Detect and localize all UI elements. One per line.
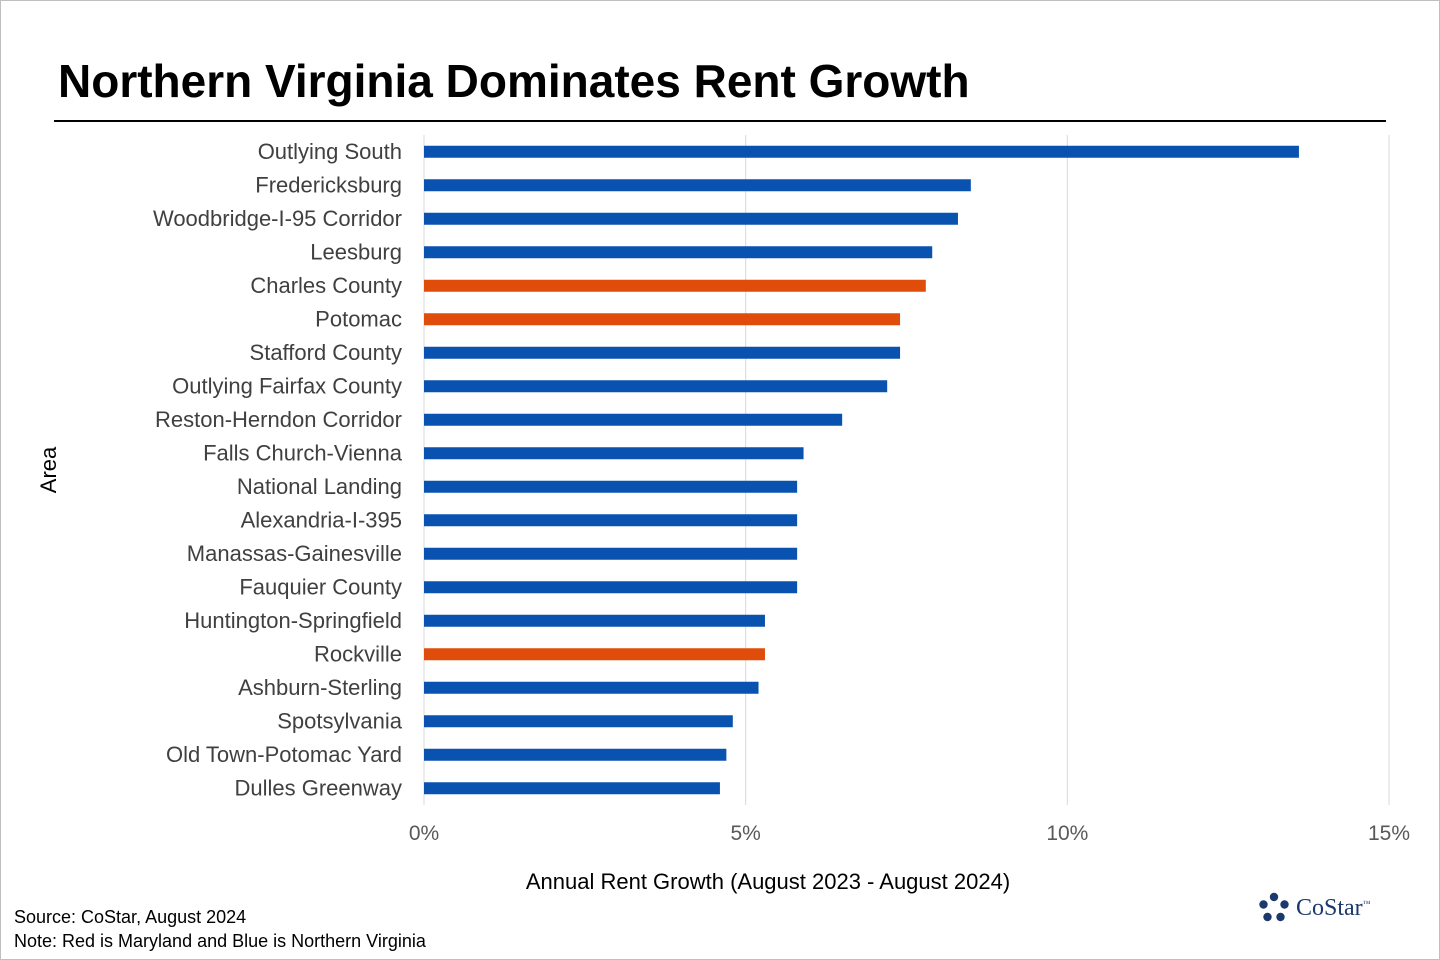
source-note: Source: CoStar, August 2024 — [14, 907, 247, 927]
bar-virginia — [424, 581, 798, 594]
category-label: Outlying South — [258, 139, 402, 164]
x-tick-labels: 0% 5% 10% 15% — [409, 822, 1410, 845]
category-label: Alexandria-I-395 — [241, 507, 402, 532]
category-label: Woodbridge-I-95 Corridor — [153, 206, 402, 231]
category-label: National Landing — [237, 474, 402, 499]
costar-logo: CoStar™ — [1258, 888, 1371, 928]
grid-lines — [423, 135, 1390, 805]
bar-maryland — [424, 648, 765, 661]
chart-title: Northern Virginia Dominates Rent Growth — [58, 55, 970, 107]
category-label: Huntington-Springfield — [184, 608, 402, 633]
bar-virginia — [424, 614, 765, 627]
bar-virginia — [424, 380, 888, 393]
category-label: Stafford County — [250, 340, 402, 365]
costar-wordmark: CoStar™ — [1296, 895, 1371, 922]
y-axis-label: Area — [36, 446, 61, 493]
category-label: Old Town-Potomac Yard — [166, 742, 402, 767]
category-label: Falls Church-Vienna — [203, 440, 403, 465]
bar-maryland — [424, 313, 901, 326]
bar-virginia — [424, 145, 1299, 158]
bar-virginia — [424, 447, 804, 460]
x-tick-label: 0% — [409, 822, 439, 845]
category-label: Potomac — [315, 306, 402, 331]
brand-name: CoStar — [1296, 894, 1363, 921]
bar-virginia — [424, 212, 958, 225]
bar-virginia — [424, 782, 720, 795]
bar-maryland — [424, 279, 926, 292]
x-tick-label: 5% — [730, 822, 760, 845]
x-tick-label: 10% — [1046, 822, 1088, 845]
category-label: Spotsylvania — [277, 708, 403, 733]
category-labels: Outlying South Fredericksburg Woodbridge-I… — [153, 139, 403, 801]
bar-virginia — [424, 715, 733, 728]
bar-virginia — [424, 480, 798, 493]
category-label: Dulles Greenway — [234, 775, 402, 800]
costar-star-icon — [1259, 892, 1289, 922]
category-label: Reston-Herndon Corridor — [155, 407, 402, 432]
category-label: Ashburn-Sterling — [238, 675, 402, 700]
x-tick-label: 15% — [1368, 822, 1410, 845]
color-legend-note: Note: Red is Maryland and Blue is Northe… — [14, 931, 426, 951]
category-label: Leesburg — [310, 239, 402, 264]
bars — [424, 145, 1299, 795]
bar-virginia — [424, 547, 798, 560]
bar-virginia — [424, 179, 971, 192]
bar-virginia — [424, 681, 759, 694]
category-label: Fauquier County — [239, 574, 402, 599]
category-label: Manassas-Gainesville — [187, 541, 402, 566]
category-label: Charles County — [250, 273, 402, 298]
category-label: Outlying Fairfax County — [172, 373, 402, 398]
category-label: Fredericksburg — [255, 172, 402, 197]
category-label: Rockville — [314, 641, 402, 666]
bar-virginia — [424, 748, 727, 761]
x-axis-label: Annual Rent Growth (August 2023 - August… — [526, 869, 1010, 894]
bar-virginia — [424, 514, 798, 527]
trademark-mark: ™ — [1362, 898, 1371, 908]
title-divider — [54, 120, 1386, 122]
bar-virginia — [424, 413, 843, 426]
bar-virginia — [424, 346, 901, 359]
bar-virginia — [424, 246, 933, 259]
